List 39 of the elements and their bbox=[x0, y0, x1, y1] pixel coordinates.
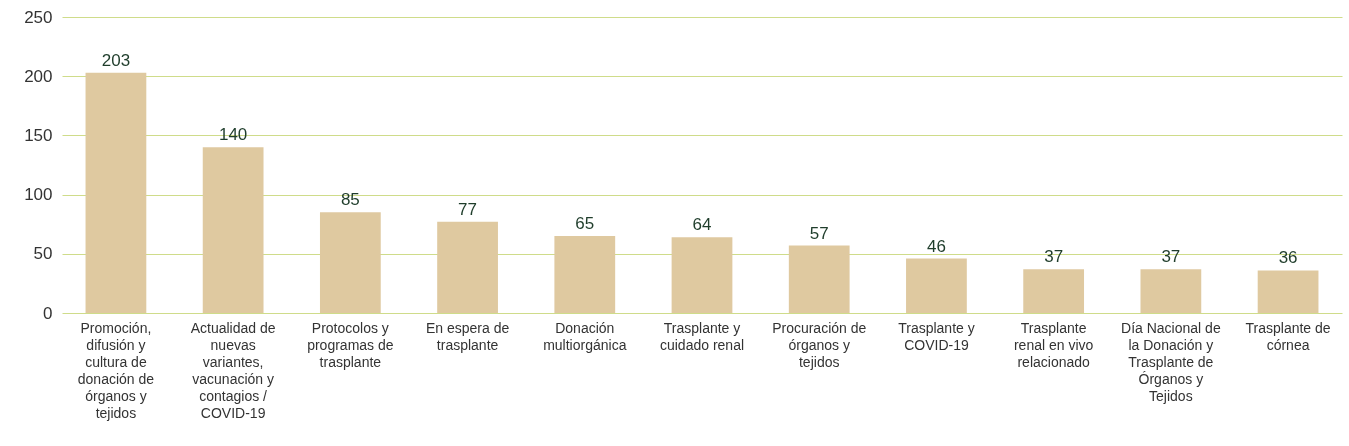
bar bbox=[554, 236, 616, 313]
data-label: 37 bbox=[1161, 247, 1181, 267]
bar bbox=[788, 245, 850, 313]
x-tick-label: Protocolos y programas de trasplante bbox=[307, 319, 394, 370]
y-tick-label: 50 bbox=[33, 244, 53, 264]
bar bbox=[437, 221, 498, 313]
bar bbox=[85, 72, 147, 313]
data-label: 37 bbox=[1044, 247, 1064, 267]
bar bbox=[1257, 270, 1319, 313]
x-tick-label: Promoción, difusión y cultura de donación de órganos y tejidos bbox=[77, 319, 155, 421]
x-tick-label: Trasplante renal en vivo relacionado bbox=[1013, 319, 1094, 370]
bar bbox=[319, 212, 381, 313]
y-tick-label: 100 bbox=[24, 185, 53, 205]
bar bbox=[202, 147, 264, 313]
data-label: 140 bbox=[218, 125, 248, 145]
data-label: 85 bbox=[340, 190, 360, 210]
y-tick-label: 0 bbox=[43, 303, 53, 323]
x-tick-label: Trasplante y cuidado renal bbox=[659, 319, 745, 353]
x-tick-label: Día Nacional de la Donación y Trasplante de Órganos y Tejidos bbox=[1121, 319, 1221, 404]
data-label: 36 bbox=[1278, 248, 1298, 268]
bar bbox=[1140, 269, 1202, 313]
bar bbox=[906, 258, 967, 313]
data-label: 203 bbox=[101, 50, 131, 70]
y-tick-label: 200 bbox=[24, 66, 53, 86]
x-tick-label: Donación multiorgánica bbox=[543, 319, 627, 353]
data-label: 57 bbox=[809, 223, 829, 243]
data-label: 65 bbox=[575, 214, 595, 234]
x-tick-label: Trasplante de córnea bbox=[1245, 319, 1331, 353]
x-tick-label: Trasplante y COVID-19 bbox=[898, 319, 975, 353]
data-label: 46 bbox=[926, 236, 946, 256]
y-tick-label: 150 bbox=[24, 125, 53, 145]
data-label: 77 bbox=[458, 199, 478, 219]
data-label: 64 bbox=[692, 215, 712, 235]
bar bbox=[671, 237, 733, 313]
bar bbox=[1023, 269, 1085, 313]
x-tick-label: Actualidad de nuevas variantes, vacunación y contagios / COVID-19 bbox=[190, 319, 276, 421]
x-tick-label: En espera de trasplante bbox=[425, 319, 510, 353]
y-tick-label: 250 bbox=[24, 7, 53, 27]
x-tick-label: Procuración de órganos y tejidos bbox=[772, 319, 867, 370]
